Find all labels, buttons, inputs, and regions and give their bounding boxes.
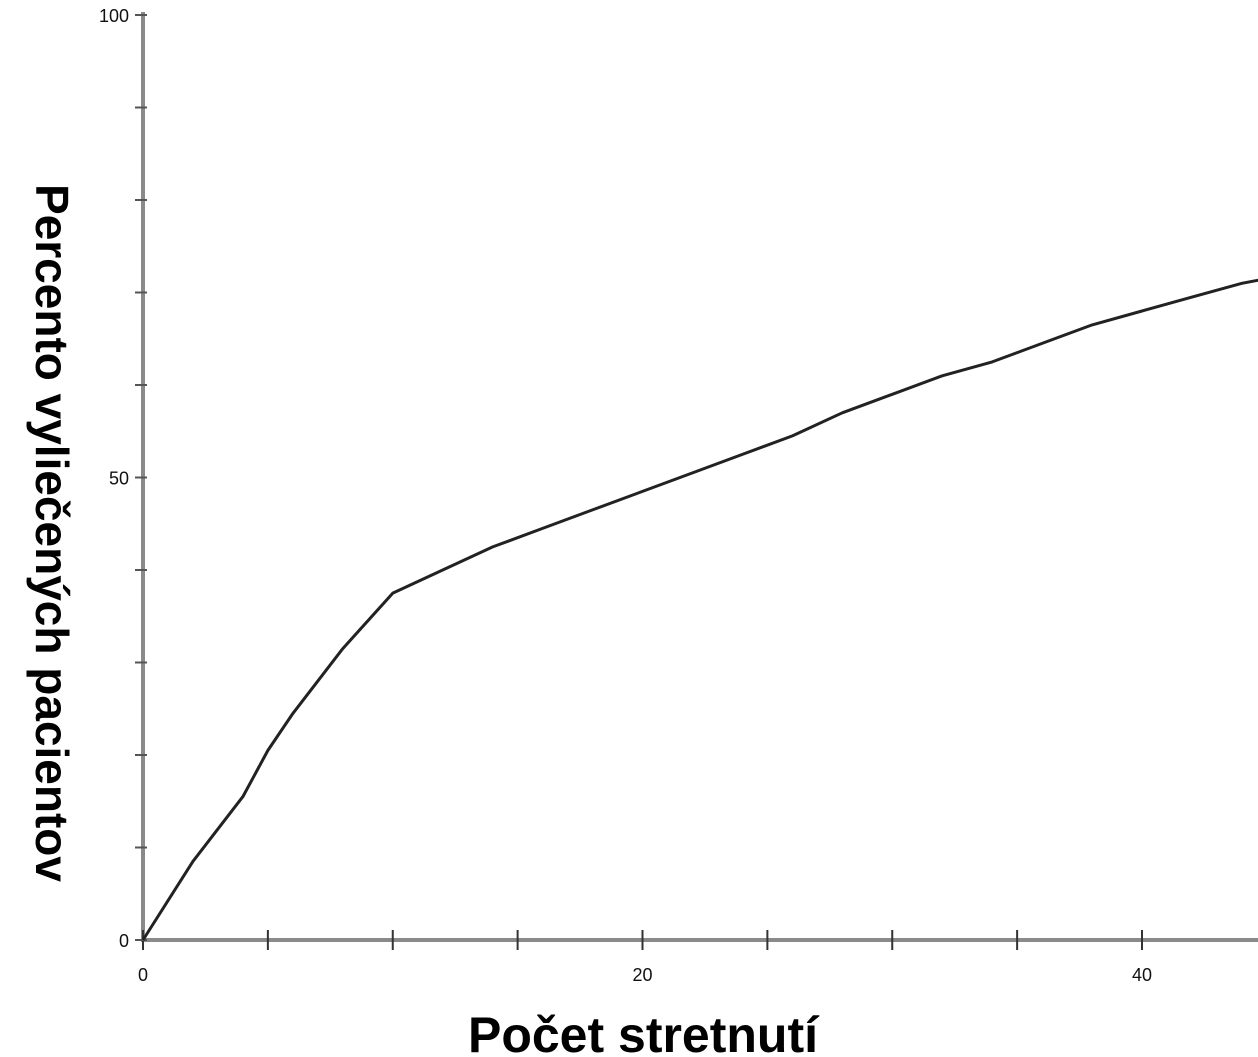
y-tick-label: 0 — [119, 931, 129, 951]
tick-labels: 0 20 40 0 50 100 — [99, 6, 1152, 985]
ticks — [135, 14, 1143, 950]
axes — [141, 12, 1258, 942]
series-line — [141, 278, 1258, 941]
x-tick-label: 40 — [1132, 965, 1152, 985]
y-tick-label: 50 — [109, 469, 129, 489]
x-tick-label: 20 — [632, 965, 652, 985]
x-tick-label: 0 — [138, 965, 148, 985]
series — [141, 278, 1258, 941]
y-axis-title: Percento vyliečených pacientov — [26, 184, 78, 882]
x-axis-title: Počet stretnutí — [468, 1007, 820, 1057]
y-tick-label: 100 — [99, 6, 129, 26]
